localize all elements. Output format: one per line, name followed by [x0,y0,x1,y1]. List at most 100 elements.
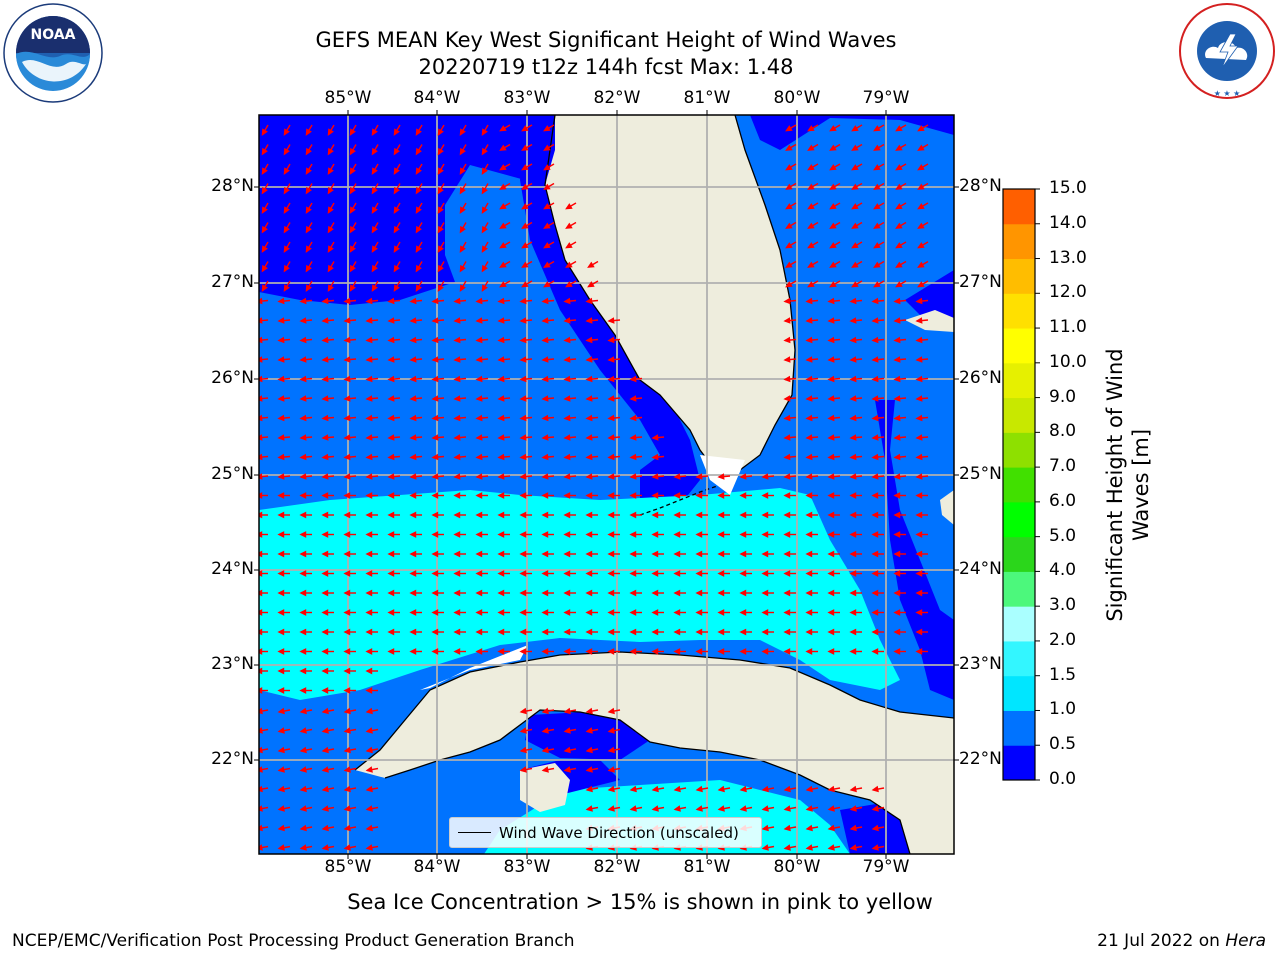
colorbar-tick-label: 14.0 [1049,212,1087,233]
wave-direction-arrowhead [365,628,373,636]
wave-direction-arrowhead [805,297,813,305]
wave-direction-arrowhead [807,242,815,249]
wave-direction-arrowhead [475,609,483,616]
wave-direction-arrowhead [541,570,549,577]
wave-direction-arrowhead [365,336,373,344]
wave-direction-arrowhead [497,414,505,422]
wave-direction-arrowhead [393,167,400,175]
wave-direction-arrowhead [563,707,571,715]
wave-direction-arrowhead [585,297,593,305]
wave-direction-arrowhead [299,687,307,694]
wave-direction-arrowhead [299,511,307,519]
wave-direction-arrowhead [563,375,571,383]
colorbar-tick-label: 15.0 [1049,178,1087,198]
wave-direction-arrowhead [873,203,881,210]
wave-direction-arrowhead [437,225,444,234]
wave-direction-arrowhead [497,492,505,499]
wave-direction-arrowhead [475,473,483,480]
wave-direction-arrowhead [409,414,417,422]
wave-direction-arrowhead [299,667,307,675]
wave-direction-arrowhead [343,453,351,461]
wave-direction-arrowhead [277,687,285,694]
wave-direction-arrowhead [805,336,813,344]
wave-direction-arrowhead [343,336,351,344]
wave-direction-arrowhead [849,453,857,461]
wave-direction-arrowhead [541,746,549,754]
wave-direction-arrowhead [585,589,593,597]
wave-direction-arrow [259,319,269,322]
wave-direction-arrowhead [365,824,373,832]
wave-direction-arrowhead [893,492,901,499]
lat-label-left: 25°N [211,464,254,484]
wave-direction-arrowhead [365,648,373,655]
wave-direction-arrowhead [849,414,857,422]
wave-direction-arrowhead [783,824,791,832]
wave-direction-arrowhead [349,167,356,175]
wave-direction-arrowhead [871,336,879,344]
wave-direction-arrowhead [371,264,378,273]
wave-direction-arrowhead [343,297,351,305]
wave-direction-arrowhead [607,628,615,636]
wave-direction-arrowhead [371,167,378,175]
wave-direction-arrowhead [365,511,373,519]
wave-direction-arrowhead [849,550,857,558]
wave-direction-arrowhead [651,511,659,519]
wave-direction-arrowhead [849,824,857,832]
ocean-calm-cuba-bay [525,710,650,760]
wave-direction-arrowhead [349,245,356,253]
wave-direction-arrowhead [365,589,373,597]
wave-direction-arrowhead [497,511,505,519]
wave-direction-arrowhead [519,609,527,616]
wave-direction-arrowhead [519,317,527,324]
wave-direction-arrowhead [585,414,593,422]
wave-direction-arrowhead [475,492,483,499]
wave-direction-arrowhead [365,609,373,616]
wave-direction-arrowhead [829,242,837,249]
wave-direction-arrowhead [387,492,395,499]
wave-direction-arrowhead [365,531,373,538]
wave-direction-arrowhead [829,222,837,229]
wave-direction-arrowhead [673,570,681,577]
wave-direction-arrowhead [327,225,334,234]
wave-direction-arrowhead [651,785,659,793]
wave-direction-arrowhead [651,531,659,538]
wave-direction-arrowhead [431,648,439,655]
wave-direction-arrowhead [893,473,901,480]
wave-direction-arrowhead [629,570,637,577]
wave-direction-arrowhead [431,395,439,402]
wave-direction-arrowhead [327,206,334,214]
wave-direction-arrowhead [851,281,859,288]
wave-direction-arrowhead [893,648,901,655]
lon-label-top: 84°W [413,88,461,108]
wave-direction-arrowhead [431,297,439,305]
wave-direction-arrowhead [475,434,483,441]
wave-direction-arrowhead [739,805,747,812]
wave-direction-arrowhead [873,144,881,151]
wave-direction-arrowhead [629,805,637,812]
wave-direction-arrowhead [805,453,813,461]
wave-direction-arrowhead [607,395,615,402]
wave-direction-arrowhead [695,648,703,655]
wave-direction-arrowhead [521,125,529,132]
wave-direction-arrowhead [343,727,351,734]
wave-direction-arrowhead [849,297,857,305]
wave-direction-arrowhead [761,589,769,597]
wave-direction-arrowhead [453,511,461,519]
wave-direction-arrowhead [785,281,793,288]
wave-direction-arrowhead [607,453,615,461]
wave-direction-arrowhead [321,550,329,558]
wave-direction-arrowhead [695,473,703,480]
wave-direction-arrowhead [607,648,615,655]
wave-direction-arrowhead [387,511,395,519]
colorbar-tick-label: 11.0 [1049,317,1087,338]
colorbar-tick-label: 2.0 [1049,629,1077,650]
wave-direction-arrowhead [871,395,879,402]
wave-direction-arrowhead [349,186,356,195]
wave-direction-arrowhead [283,284,290,292]
wave-direction-arrowhead [343,785,351,793]
wave-direction-arrowhead [785,261,793,268]
wave-direction-arrowhead [343,395,351,402]
wave-direction-arrowhead [563,570,571,577]
wave-direction-arrowhead [805,589,813,597]
wave-direction-arrowhead [343,609,351,616]
